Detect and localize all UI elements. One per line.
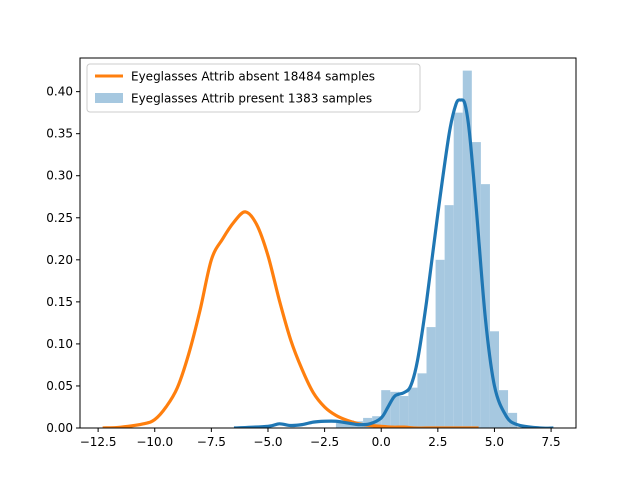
kde-line-present bbox=[233, 98, 554, 428]
x-tick-label: −12.5 bbox=[80, 435, 117, 449]
kde-line-absent bbox=[102, 210, 479, 428]
legend-label-absent: Eyeglasses Attrib absent 18484 samples bbox=[131, 70, 375, 84]
x-tick-label: 2.5 bbox=[428, 435, 447, 449]
x-tick-label: 0.0 bbox=[372, 435, 391, 449]
histogram-bar bbox=[462, 70, 472, 428]
x-tick-label: −5.0 bbox=[253, 435, 282, 449]
legend: Eyeglasses Attrib absent 18484 samples E… bbox=[86, 63, 421, 113]
x-tick-label: 7.5 bbox=[542, 435, 561, 449]
y-tick-label: 0.05 bbox=[46, 379, 73, 393]
y-tick-label: 0.35 bbox=[46, 127, 73, 141]
histogram-bar bbox=[408, 387, 418, 428]
histogram-bar bbox=[426, 327, 436, 428]
histogram-bar bbox=[508, 412, 518, 428]
legend-box bbox=[86, 63, 421, 113]
x-axis: −12.5 −10.0 −7.5 −5.0 −2.5 0.0 2.5 5.0 7.5 bbox=[80, 428, 561, 449]
y-tick-label: 0.25 bbox=[46, 211, 73, 225]
y-axis: 0.00 0.05 0.10 0.15 0.20 0.25 0.30 0.35 0.40 bbox=[46, 85, 80, 435]
plot-content bbox=[102, 70, 554, 428]
y-tick-label: 0.30 bbox=[46, 169, 73, 183]
legend-label-present: Eyeglasses Attrib present 1383 samples bbox=[131, 92, 372, 106]
axes-frame bbox=[79, 57, 577, 429]
x-tick-label: 5.0 bbox=[485, 435, 504, 449]
histogram-bar bbox=[471, 142, 481, 428]
y-tick-label: 0.15 bbox=[46, 295, 73, 309]
y-tick-label: 0.00 bbox=[46, 421, 73, 435]
x-tick-label: −2.5 bbox=[310, 435, 339, 449]
histogram-bar bbox=[417, 373, 427, 428]
histogram-bar bbox=[435, 259, 445, 428]
legend-patch-present bbox=[95, 93, 123, 103]
x-tick-label: −10.0 bbox=[136, 435, 173, 449]
histogram-bar bbox=[453, 112, 463, 428]
histogram-bar bbox=[399, 396, 409, 428]
y-tick-label: 0.10 bbox=[46, 337, 73, 351]
y-tick-label: 0.40 bbox=[46, 85, 73, 99]
y-tick-label: 0.20 bbox=[46, 253, 73, 267]
histogram-bar bbox=[444, 205, 454, 428]
x-tick-label: −7.5 bbox=[197, 435, 226, 449]
histogram-bar bbox=[335, 422, 345, 428]
plot-area bbox=[102, 70, 554, 428]
histogram-bar bbox=[390, 391, 400, 428]
